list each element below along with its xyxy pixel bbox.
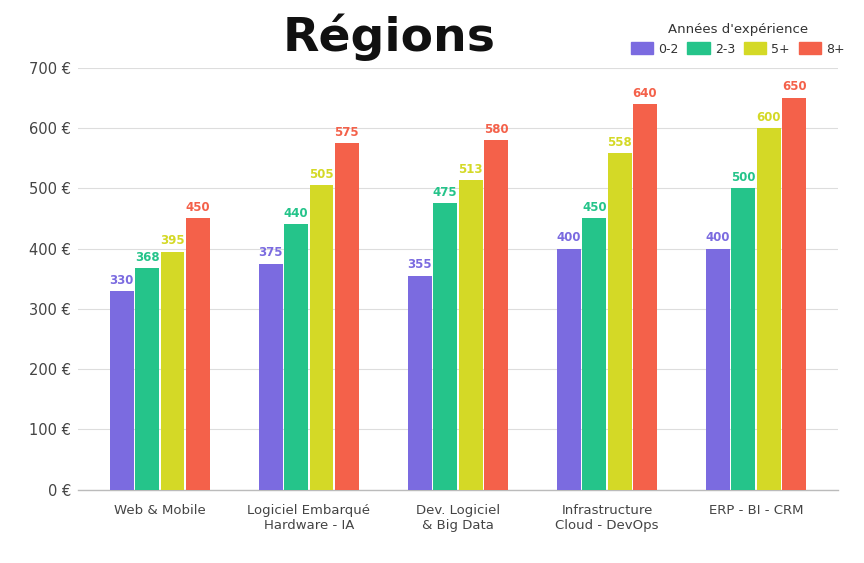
Bar [434,203,457,490]
Bar [186,218,210,490]
Bar [757,128,781,490]
Legend: 0-2, 2-3, 5+, 8+: 0-2, 2-3, 5+, 8+ [631,23,845,56]
Text: 650: 650 [782,81,806,93]
Bar [782,98,806,490]
Bar [135,268,159,490]
Bar [633,104,657,490]
Text: 400: 400 [556,231,581,244]
Bar [607,153,632,490]
Bar [309,185,334,490]
Bar [259,263,283,490]
Text: 355: 355 [408,258,432,271]
Text: 450: 450 [582,201,607,214]
Bar [582,218,607,490]
Text: 475: 475 [433,186,458,199]
Text: 400: 400 [706,231,730,244]
Bar [284,225,308,490]
Bar [706,248,730,490]
Text: 450: 450 [186,201,210,214]
Bar [732,188,755,490]
Text: 575: 575 [334,126,359,138]
Bar [557,248,581,490]
Text: 558: 558 [607,136,632,149]
Text: 395: 395 [160,234,185,247]
Bar [161,252,184,490]
Text: Régions: Régions [283,14,496,61]
Bar [335,143,359,490]
Text: 330: 330 [110,274,134,287]
Text: 440: 440 [284,207,308,220]
Text: 500: 500 [731,171,756,184]
Text: 368: 368 [135,251,159,263]
Bar [110,291,134,490]
Text: 580: 580 [484,123,508,136]
Text: 600: 600 [757,111,781,124]
Text: 375: 375 [258,247,283,260]
Bar [484,140,508,490]
Bar [408,276,432,490]
Text: 513: 513 [458,163,483,176]
Text: 505: 505 [309,168,334,181]
Bar [459,180,482,490]
Text: 640: 640 [632,87,658,100]
